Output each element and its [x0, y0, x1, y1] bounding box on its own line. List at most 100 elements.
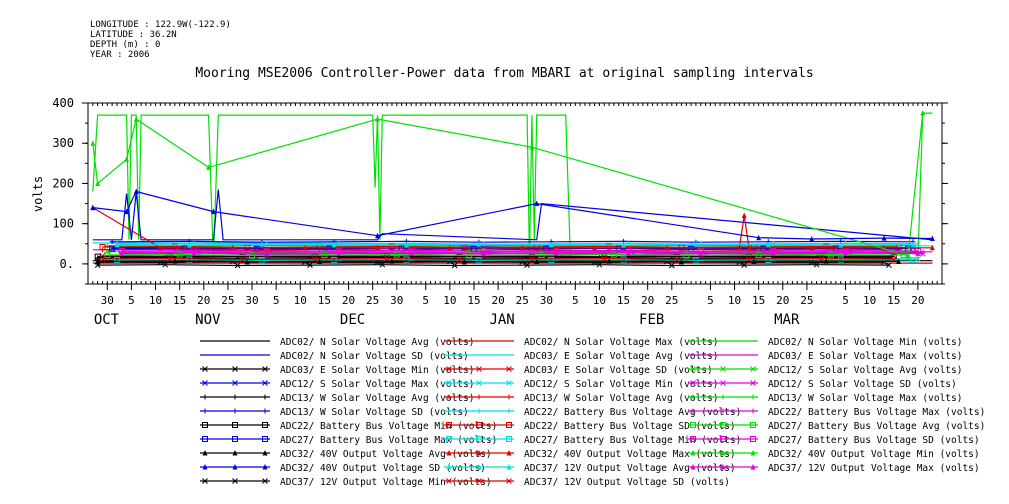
series-point-26: [374, 116, 380, 122]
series-point-25: [664, 244, 670, 251]
legend-marker-27: [262, 464, 268, 470]
legend-marker-29: [750, 464, 756, 470]
series-point-29: [553, 250, 559, 256]
legend-marker-23: [750, 436, 756, 442]
series-point-31: [384, 255, 390, 262]
legend-marker-15: [262, 408, 268, 414]
legend-marker-21: [202, 436, 208, 442]
month-label: FEB: [639, 312, 664, 328]
legend-marker-6: [262, 366, 268, 372]
series-point-30: [162, 261, 169, 268]
series-point-31: [99, 256, 106, 262]
month-label: DEC: [340, 312, 365, 328]
x-tick-label: 15: [467, 294, 480, 307]
series-point-20: [466, 252, 473, 259]
x-tick-label: 20: [197, 294, 210, 307]
series-point-20: [321, 252, 328, 259]
series-point-27: [929, 235, 935, 242]
legend-marker-12: [202, 394, 208, 400]
series-point-22: [331, 256, 338, 263]
x-tick-label: 30: [101, 294, 114, 307]
legend-marker-28: [446, 464, 452, 470]
series-line-28: [116, 243, 914, 246]
series-point-19: [99, 243, 106, 250]
x-tick-label: 15: [318, 294, 331, 307]
x-tick-label: 5: [842, 294, 849, 307]
series-point-24: [606, 258, 612, 264]
series-point-24: [461, 258, 467, 265]
series-point-22: [258, 257, 265, 264]
series-point-20: [104, 252, 111, 259]
legend-marker-13: [446, 394, 452, 400]
series-point-16: [915, 241, 921, 247]
series-point-16: [336, 241, 342, 247]
series-point-24: [172, 258, 178, 264]
series-point-22: [475, 257, 482, 264]
series-point-29: [408, 250, 414, 256]
x-tick-label: 10: [593, 294, 606, 307]
legend-marker-13: [476, 394, 482, 400]
series-point-29: [264, 250, 270, 257]
legend-marker-24: [202, 450, 208, 456]
legend-label-26: ADC32/ 40V Output Voltage Min (volts): [768, 449, 980, 460]
x-tick-label: 10: [863, 294, 876, 307]
month-label: MAR: [774, 312, 800, 328]
legend-marker-7: [446, 366, 452, 372]
legend-marker-23: [720, 436, 726, 442]
x-tick-label: 10: [728, 294, 741, 307]
series-point-29: [698, 250, 704, 257]
legend-marker-20: [750, 422, 756, 428]
series-point-25: [746, 244, 752, 251]
legend-label-4: ADC03/ E Solar Voltage Avg (volts): [524, 351, 718, 362]
series-point-30: [451, 262, 458, 269]
legend-marker-30: [232, 478, 238, 484]
y-axis-label: volts: [31, 176, 45, 212]
legend-marker-26: [690, 450, 696, 456]
series-point-26: [905, 252, 911, 259]
series-line-3: [92, 189, 933, 241]
series-point-16: [770, 241, 776, 247]
series-point-30: [379, 261, 386, 268]
series-point-29: [915, 250, 921, 256]
legend-marker-6: [232, 366, 238, 372]
month-label: JAN: [489, 312, 514, 328]
legend-marker-17: [720, 408, 726, 414]
series-point-27: [881, 235, 887, 241]
legend-label-17: ADC22/ Battery Bus Voltage Max (volts): [768, 407, 985, 418]
legend-marker-22: [506, 436, 512, 442]
series-point-20: [538, 252, 545, 259]
series-point-27: [809, 235, 815, 242]
series-line-24: [97, 260, 899, 263]
series-point-24: [896, 258, 902, 264]
legend-marker-8: [720, 366, 726, 372]
legend-label-31: ADC37/ 12V Output Voltage SD (volts): [524, 477, 730, 488]
series-point-31: [890, 256, 897, 262]
series-point-24: [95, 258, 101, 264]
legend-marker-22: [476, 436, 482, 442]
legend-label-23: ADC27/ Battery Bus Voltage SD (volts): [768, 435, 980, 446]
series-point-28: [693, 241, 699, 247]
x-tick-label: 20: [491, 294, 504, 307]
legend-marker-7: [476, 366, 482, 372]
legend-marker-14: [720, 394, 726, 400]
series-point-27: [133, 188, 139, 194]
legend-marker-31: [476, 478, 482, 484]
series-point-20: [176, 251, 183, 258]
series-point-30: [813, 261, 820, 268]
legend-marker-31: [446, 478, 452, 484]
series-point-24: [678, 258, 684, 265]
x-tick-label: 25: [221, 294, 234, 307]
legend-label-10: ADC12/ S Solar Voltage Min (volts): [524, 379, 718, 390]
series-point-30: [668, 262, 675, 269]
legend-marker-27: [232, 464, 238, 470]
legend-marker-28: [476, 464, 482, 470]
legend-label-2: ADC02/ N Solar Voltage Min (volts): [768, 337, 962, 348]
series-group: [90, 110, 935, 269]
x-tick-label: 20: [776, 294, 789, 307]
series-point-29: [625, 250, 631, 256]
legend-marker-16: [506, 408, 512, 414]
series-point-26: [529, 144, 535, 150]
series-point-20: [755, 252, 762, 259]
legend-label-16: ADC22/ Battery Bus Voltage Avg (volts): [524, 407, 741, 418]
